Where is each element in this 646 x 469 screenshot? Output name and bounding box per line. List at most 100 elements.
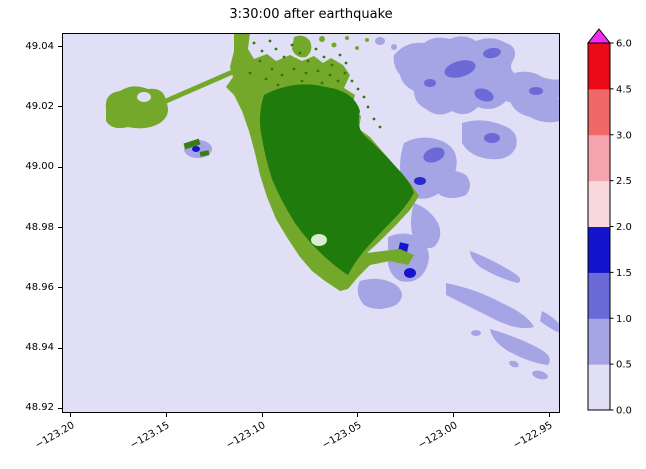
y-tick-mark (58, 46, 62, 48)
colorbar-tick-label: 2.5 (616, 176, 632, 187)
y-tick-label: 49.04 (25, 40, 54, 52)
shoal-3 (532, 370, 548, 380)
shoal-7 (470, 251, 521, 283)
top-dot-5 (365, 38, 369, 42)
colorbar-segment (588, 134, 610, 182)
colorbar-segment (588, 318, 610, 365)
farmland-speckle (304, 71, 308, 75)
shoal-2 (490, 329, 550, 365)
x-tick-label: −123.20 (33, 420, 77, 452)
islet-deep (192, 146, 200, 152)
y-tick-mark (58, 166, 62, 168)
colorbar-segment (588, 272, 610, 319)
farmland-speckle (366, 105, 370, 109)
terminal-blob (105, 86, 168, 129)
y-tick-mark (58, 347, 62, 349)
mainland-core (260, 84, 414, 275)
deep-spot-5 (529, 87, 543, 95)
farmland-speckle (274, 47, 278, 51)
y-tick-mark (58, 106, 62, 108)
farmland-speckle (314, 47, 318, 51)
y-tick-label: 48.98 (25, 221, 54, 233)
colorbar-tick-label: 1.5 (616, 268, 632, 279)
plot-border (62, 33, 560, 413)
colorbar-tick-label: 2.0 (616, 222, 632, 233)
y-tick-label: 48.96 (25, 281, 54, 293)
top-islet (292, 35, 312, 58)
farmland-speckle (300, 79, 304, 83)
y-tick-label: 48.92 (25, 402, 54, 414)
colorbar-tick-label: 6.0 (616, 39, 632, 50)
x-tick-label: −122.95 (511, 420, 555, 452)
farmland-speckle (298, 51, 302, 55)
farmland-speckle (320, 81, 324, 85)
farmland-speckle (292, 67, 296, 71)
terminal-notch (137, 92, 151, 102)
farmland-speckle (322, 55, 326, 59)
bay-east-deep2 (414, 177, 426, 185)
farmland-speckle (350, 79, 354, 83)
x-tick-label: −123.00 (416, 420, 460, 452)
deep-spot-6 (484, 133, 500, 143)
islet-1 (183, 138, 201, 150)
farmland-speckle (356, 87, 360, 91)
farmland-speckle (328, 73, 332, 77)
x-tick-mark (70, 413, 72, 417)
farmland-speckle (343, 71, 347, 75)
sound-upper-right-2 (509, 82, 560, 123)
colorbar-tick-label: 0.0 (616, 406, 632, 417)
shoal-5 (509, 360, 519, 368)
cove-south (357, 278, 402, 309)
farmland-speckle (260, 49, 264, 53)
farmland-speckle (338, 53, 342, 57)
causeway (163, 64, 247, 104)
x-tick-label: −123.05 (320, 420, 364, 452)
farmland-speckle (378, 125, 382, 129)
farmland-speckle (252, 41, 256, 45)
farmland-speckle (280, 73, 284, 77)
deep-spot-1 (444, 60, 476, 78)
plot-area (62, 33, 560, 413)
x-tick-mark (548, 413, 550, 417)
map-plot (62, 33, 560, 413)
islet-2 (199, 150, 210, 157)
deep-spot-2 (483, 47, 501, 59)
y-tick-label: 49.00 (25, 161, 54, 173)
colorbar-tick-label: 0.5 (616, 360, 632, 371)
colorbar-tick-label: 1.0 (616, 314, 632, 325)
chart-title: 3:30:00 after earthquake (229, 7, 393, 22)
farmland-speckle (264, 77, 268, 81)
colorbar-over-arrow (586, 28, 612, 44)
pond (311, 234, 327, 246)
y-tick-label: 49.02 (25, 100, 54, 112)
x-tick-label: −123.15 (128, 420, 172, 452)
farmland-speckle (268, 39, 272, 43)
colorbar: 0.0 0.5 1.0 1.5 2.0 2.5 3.0 4.5 6.0 (586, 28, 632, 417)
farmland-speckle (344, 61, 348, 65)
y-tick-mark (58, 227, 62, 229)
deep-spot-4 (424, 79, 436, 87)
north-dot-2 (391, 44, 397, 50)
colorbar-segment (588, 226, 610, 273)
x-tick-label: −123.10 (224, 420, 268, 452)
bay-east-deep (423, 147, 445, 163)
x-tick-mark (165, 413, 167, 417)
colorbar-tick-label: 4.5 (616, 84, 632, 95)
x-tick-mark (453, 413, 455, 417)
y-tick-label: 48.94 (25, 342, 54, 354)
farmland-speckle (330, 63, 334, 67)
north-dot-1 (375, 37, 385, 45)
colorbar-segment (588, 180, 610, 227)
y-tick-mark (58, 407, 62, 409)
x-tick-mark (261, 413, 263, 417)
farmland-speckle (270, 67, 274, 71)
deep-spot-3 (474, 88, 494, 102)
farmland-speckle (290, 43, 294, 47)
coast-fringe (411, 203, 441, 249)
top-dot-2 (331, 42, 337, 48)
colorbar-tick-label: 3.0 (616, 130, 632, 141)
farmland-speckle (336, 79, 340, 83)
farmland-speckle (282, 55, 286, 59)
farmland-speckle (362, 95, 366, 99)
